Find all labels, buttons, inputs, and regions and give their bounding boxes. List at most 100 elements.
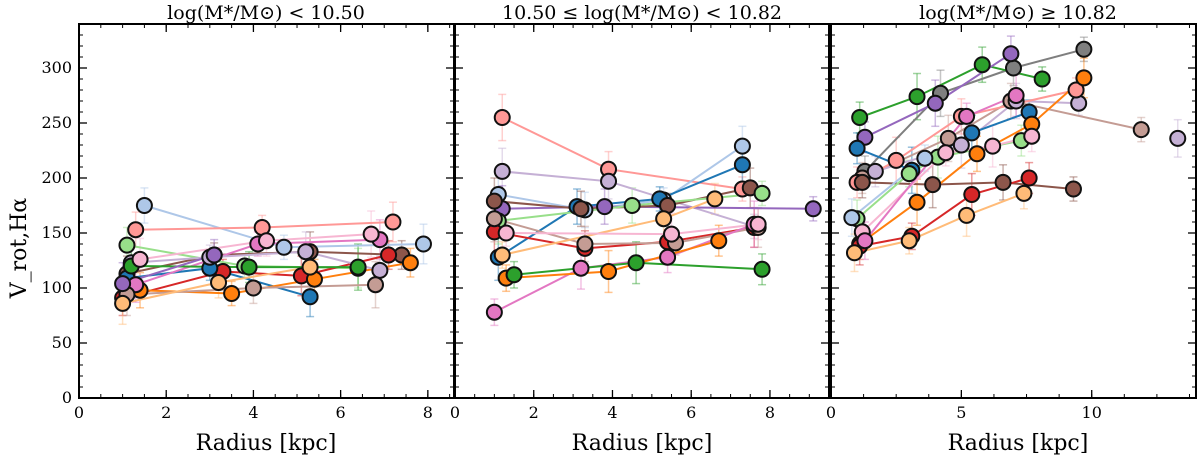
plot-frame [454, 23, 830, 399]
data-point [275, 238, 293, 256]
series-line [131, 250, 381, 272]
data-point [663, 225, 681, 243]
x-tick-label: 5 [956, 403, 966, 422]
y-tick-label: 100 [41, 278, 72, 297]
series-line [494, 226, 755, 250]
data-point [576, 235, 594, 253]
y-tick-label: 250 [41, 113, 72, 132]
data-point [1005, 59, 1022, 77]
data-point [210, 274, 228, 291]
y-tick-label: 0 [62, 388, 72, 407]
panel-mid-mass: 10.50 ≤ log(M*/M⊙) < 10.82 Radius [kpc] … [450, 2, 830, 456]
data-point [114, 294, 132, 312]
data-point [733, 137, 751, 155]
series-group [114, 187, 432, 326]
y-tick-label: 50 [52, 333, 72, 352]
data-point [853, 173, 871, 191]
data-point [843, 209, 861, 227]
data-point [485, 210, 503, 228]
data-point [349, 258, 367, 276]
panel-title: log(M*/M⊙) < 10.50 [167, 2, 365, 24]
data-point [937, 144, 955, 162]
data-point [114, 275, 132, 293]
data-point [848, 139, 866, 157]
x-tick-label: 10 [1082, 403, 1102, 422]
x-axis-label: Radius [kpc] [572, 431, 713, 456]
data-point [118, 236, 136, 254]
data-point [301, 258, 319, 276]
data-point [572, 259, 590, 277]
data-point [1169, 129, 1187, 147]
series-line [501, 116, 743, 190]
data-point [926, 94, 944, 112]
data-point [131, 250, 149, 268]
data-point [856, 232, 874, 250]
data-point [240, 258, 258, 276]
data-point [1020, 169, 1038, 187]
data-point [753, 184, 771, 202]
data-point [127, 221, 145, 239]
x-tick-label: 0 [74, 403, 84, 422]
data-point [908, 88, 926, 106]
x-tick-label: 8 [765, 403, 775, 422]
data-point [952, 136, 970, 154]
y-tick-label: 150 [41, 223, 72, 242]
data-point [497, 224, 515, 242]
data-point [371, 261, 389, 279]
data-point [710, 232, 728, 250]
series-line [497, 163, 743, 259]
data-point [963, 124, 981, 142]
series-line [498, 145, 743, 211]
data-point [623, 197, 641, 214]
data-point [984, 137, 1002, 155]
x-axis-label: Radius [kpc] [196, 431, 337, 456]
data-point [485, 192, 503, 210]
series-group [843, 35, 1187, 273]
data-point [655, 210, 673, 228]
x-tick-label: 8 [423, 403, 433, 422]
data-point [1132, 121, 1150, 139]
data-point [968, 145, 986, 163]
panel-low-mass: log(M*/M⊙) < 10.50 Radius [kpc] 0 50 100 15… [41, 2, 455, 456]
data-point [866, 162, 884, 180]
data-point [244, 279, 262, 297]
data-point [1064, 180, 1082, 198]
data-point [1075, 40, 1093, 58]
data-point [900, 232, 918, 250]
data-point [600, 263, 618, 280]
data-point [301, 288, 319, 306]
data-point [908, 193, 926, 211]
data-point [205, 246, 223, 264]
plot-frame [78, 23, 455, 399]
data-point [362, 225, 380, 243]
data-point [596, 198, 614, 216]
data-point [627, 254, 645, 272]
series-line [861, 99, 1142, 179]
data-point [135, 197, 153, 214]
data-point [753, 260, 771, 278]
data-point [297, 243, 315, 261]
data-point [706, 190, 724, 208]
data-point [1033, 70, 1051, 88]
y-tick-label: 300 [41, 58, 72, 77]
data-point [900, 165, 918, 183]
data-point [1007, 87, 1025, 104]
x-tick-label: 2 [161, 403, 171, 422]
y-tick-label: 200 [41, 168, 72, 187]
data-point [659, 248, 677, 266]
x-tick-label: 0 [450, 403, 460, 422]
data-point [804, 200, 822, 218]
x-tick-label: 4 [248, 403, 258, 422]
series-line [122, 254, 389, 299]
data-point [1015, 184, 1033, 202]
panel-title: 10.50 ≤ log(M*/M⊙) < 10.82 [502, 2, 782, 24]
data-point [1067, 81, 1085, 99]
data-point [572, 200, 590, 218]
data-point [401, 254, 419, 272]
x-tick-label: 2 [529, 403, 539, 422]
data-point [414, 235, 432, 253]
data-point [493, 109, 511, 126]
x-tick-label: 4 [607, 403, 617, 422]
data-point [924, 176, 942, 194]
